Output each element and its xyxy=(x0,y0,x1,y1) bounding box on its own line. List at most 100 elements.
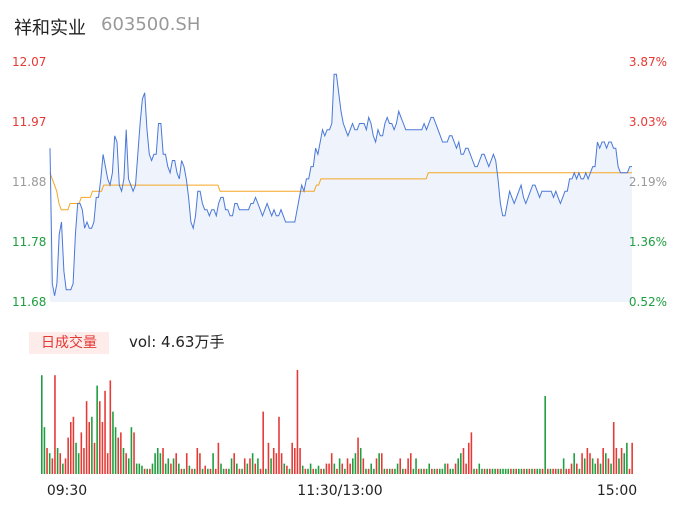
volume-bars xyxy=(41,370,633,474)
volume-bar xyxy=(404,468,407,474)
volume-bar xyxy=(536,468,539,474)
volume-bar xyxy=(528,468,531,474)
volume-bar xyxy=(149,468,151,474)
price-tick-label: 11.68 xyxy=(12,295,46,309)
volume-bar xyxy=(415,458,417,474)
price-tick-label: 11.97 xyxy=(12,115,46,129)
volume-bar xyxy=(499,468,502,474)
volume-bar xyxy=(383,468,386,474)
volume-bar xyxy=(544,396,546,474)
volume-bar xyxy=(399,458,402,474)
volume-bar xyxy=(626,442,628,474)
volume-bar xyxy=(444,463,446,474)
volume-bar xyxy=(349,463,351,474)
time-tick-label: 09:30 xyxy=(47,483,87,499)
volume-bar xyxy=(106,453,109,474)
volume-bar xyxy=(323,468,325,474)
volume-bar xyxy=(204,465,206,474)
volume-bar xyxy=(628,468,631,474)
volume-bar xyxy=(320,468,322,474)
volume-bar xyxy=(362,458,365,474)
volume-bar xyxy=(438,468,441,474)
volume-bar xyxy=(309,463,312,474)
volume-bar xyxy=(246,463,249,474)
volume-bar xyxy=(394,468,396,474)
volume-bar xyxy=(467,442,470,474)
volume-bar xyxy=(69,422,72,474)
price-tick-label: 11.78 xyxy=(12,235,46,249)
volume-bar xyxy=(346,458,349,474)
volume-bar xyxy=(333,463,336,474)
volume-bar xyxy=(591,458,594,474)
volume-bar xyxy=(562,458,565,474)
volume-bar xyxy=(465,463,467,474)
volume-bar xyxy=(114,427,117,474)
volume-bar xyxy=(172,458,175,474)
volume-bar xyxy=(214,468,217,474)
volume-bar xyxy=(91,416,93,474)
volume-bar xyxy=(151,463,154,474)
volume-bar xyxy=(570,463,573,474)
average-price-line xyxy=(49,172,632,211)
volume-bar xyxy=(581,453,583,474)
volume-bar xyxy=(62,463,64,474)
volume-bar xyxy=(433,468,436,474)
volume-bar xyxy=(301,465,304,474)
volume-bar xyxy=(420,468,423,474)
volume-bar xyxy=(135,463,138,474)
volume-bar xyxy=(494,468,496,474)
volume-bar xyxy=(294,448,296,474)
volume-bar xyxy=(122,448,125,474)
volume-bar xyxy=(365,468,367,474)
volume-bar xyxy=(141,465,143,474)
volume-readout: vol: 4.63万手 xyxy=(129,333,225,351)
volume-bar xyxy=(59,453,62,474)
volume-bar xyxy=(594,463,597,474)
volume-bar xyxy=(557,468,560,474)
volume-bar xyxy=(612,422,615,474)
volume-bar xyxy=(72,416,75,474)
volume-bar xyxy=(560,468,562,474)
volume-bar xyxy=(236,463,238,474)
volume-bar xyxy=(460,453,462,474)
volume-bar xyxy=(623,453,626,474)
volume-bar xyxy=(75,442,77,474)
volume-bar xyxy=(41,375,43,474)
price-tick-label: 11.88 xyxy=(12,175,46,189)
volume-bar xyxy=(454,463,457,474)
volume-bar xyxy=(373,468,375,474)
volume-bar xyxy=(230,458,233,474)
volume-bar xyxy=(96,385,98,474)
volume-bar xyxy=(185,453,188,474)
volume-bar xyxy=(565,468,568,474)
volume-bar xyxy=(201,468,204,474)
volume-bar xyxy=(510,468,512,474)
volume-bar xyxy=(77,453,80,474)
volume-bar xyxy=(481,468,483,474)
volume-bar xyxy=(425,468,428,474)
volume-bar xyxy=(220,463,222,474)
volume-bar xyxy=(46,448,48,474)
volume-bar xyxy=(483,468,486,474)
volume-bar xyxy=(43,427,46,474)
volume-bar xyxy=(209,468,212,474)
volume-bar xyxy=(199,453,201,474)
volume-bar xyxy=(554,468,557,474)
volume-bar xyxy=(541,468,544,474)
volume-bar xyxy=(357,437,359,474)
volume-bar xyxy=(586,448,589,474)
volume-bar xyxy=(370,463,373,474)
volume-bar xyxy=(80,432,83,474)
volume-bar xyxy=(312,468,315,474)
volume-bar xyxy=(207,468,209,474)
volume-bar xyxy=(196,448,199,474)
volume-bar xyxy=(378,453,380,474)
volume-bar xyxy=(262,411,264,474)
volume-bar xyxy=(597,458,599,474)
volume-bar xyxy=(583,458,586,474)
volume-bar xyxy=(512,468,515,474)
volume-bar xyxy=(449,468,452,474)
volume-bar xyxy=(478,463,481,474)
pct-tick-label: 3.03% xyxy=(629,115,667,129)
